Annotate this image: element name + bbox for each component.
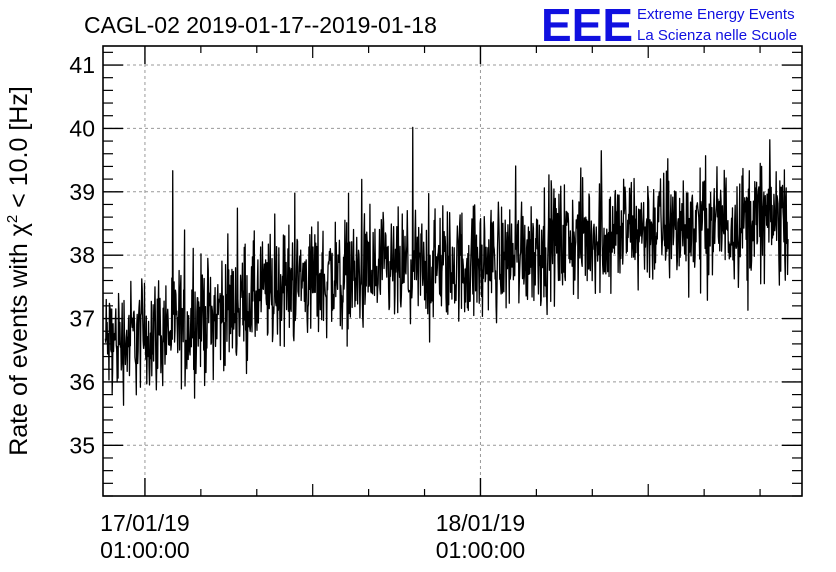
x-tick-label-time: 01:00:00 [100, 537, 190, 563]
x-tick-label-time: 01:00:00 [436, 537, 526, 563]
x-tick-label-date: 18/01/19 [436, 510, 526, 536]
plot-frame [102, 45, 803, 497]
y-tick-label: 38 [69, 242, 95, 268]
axis-ticks [103, 46, 802, 497]
series-layer [104, 126, 789, 406]
y-tick-label: 36 [69, 369, 95, 395]
series-line [104, 126, 789, 406]
y-tick-label: 41 [69, 52, 95, 78]
x-tick-label-date: 17/01/19 [100, 510, 190, 536]
chart-title: CAGL-02 2019-01-17--2019-01-18 [84, 12, 437, 38]
logo-line-2: La Scienza nelle Scuole [637, 27, 797, 44]
y-axis-label: Rate of events with χ2 < 10.0 [Hz] [4, 86, 33, 456]
tick-labels: 3536373839404117/01/1901:00:0018/01/1901… [69, 52, 525, 563]
y-tick-label: 37 [69, 306, 95, 332]
y-tick-label: 35 [69, 432, 95, 458]
logo-line-1: Extreme Energy Events [637, 6, 795, 23]
y-tick-label: 40 [69, 115, 95, 141]
logo-mark: EEE [541, 0, 633, 51]
y-tick-label: 39 [69, 179, 95, 205]
eee-logo: EEE Extreme Energy Events La Scienza nel… [541, 0, 797, 51]
